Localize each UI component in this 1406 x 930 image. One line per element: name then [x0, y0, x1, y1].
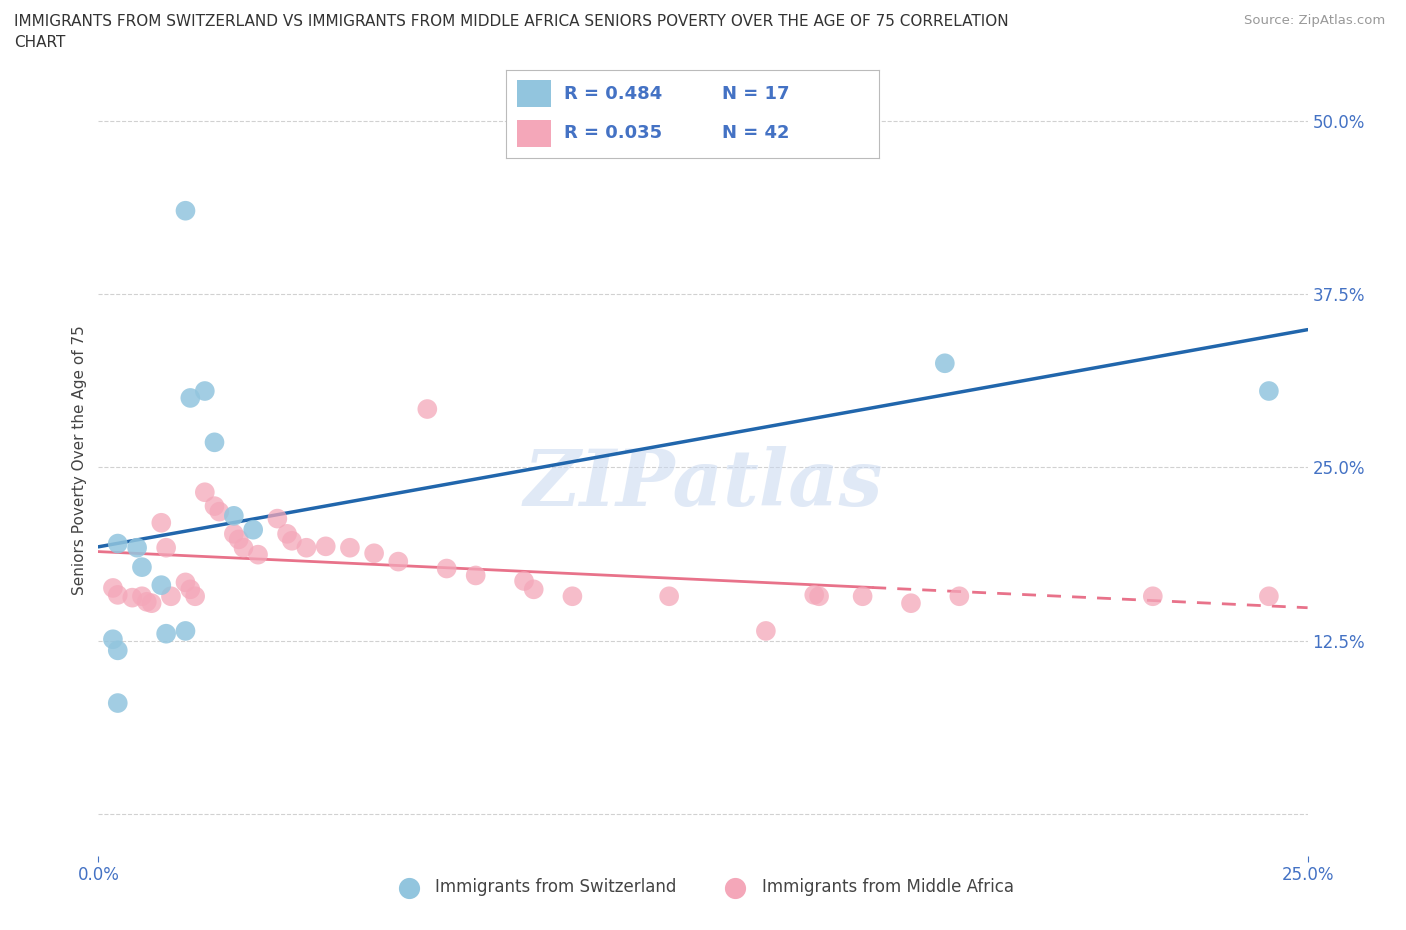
Point [276, 526, 298, 541]
Point [1257, 589, 1279, 604]
Point [160, 589, 183, 604]
Point [934, 356, 956, 371]
Point [900, 596, 922, 611]
Point [135, 594, 157, 609]
Point [436, 561, 458, 576]
Point [155, 626, 177, 641]
Point [204, 498, 226, 513]
Point [803, 588, 825, 603]
Point [150, 515, 173, 530]
Point [107, 643, 129, 658]
Point [101, 631, 124, 646]
Point [1142, 589, 1164, 604]
Point [387, 554, 409, 569]
Point [155, 540, 177, 555]
Point [131, 589, 153, 604]
Text: Source: ZipAtlas.com: Source: ZipAtlas.com [1244, 14, 1385, 27]
Point [174, 623, 197, 638]
Point [464, 568, 486, 583]
Point [174, 204, 197, 219]
Point [281, 533, 304, 548]
Point [852, 589, 875, 604]
Point [174, 575, 197, 590]
Text: ZIPatlas: ZIPatlas [523, 445, 883, 523]
Y-axis label: Seniors Poverty Over the Age of 75: Seniors Poverty Over the Age of 75 [72, 326, 87, 595]
Point [179, 391, 201, 405]
Point [141, 596, 163, 611]
Point [295, 540, 318, 555]
Point [755, 623, 778, 638]
Point [127, 540, 149, 555]
Point [107, 696, 129, 711]
FancyBboxPatch shape [517, 120, 551, 147]
Point [150, 578, 173, 592]
Text: N = 42: N = 42 [723, 125, 790, 142]
Point [247, 547, 270, 562]
Text: R = 0.484: R = 0.484 [564, 85, 662, 102]
Text: CHART: CHART [14, 35, 66, 50]
Point [222, 509, 245, 524]
Point [339, 540, 361, 555]
Point [266, 512, 288, 526]
Point [204, 435, 226, 450]
Point [222, 526, 245, 541]
Point [561, 589, 583, 604]
Point [131, 560, 153, 575]
Point [523, 582, 546, 597]
Point [242, 523, 264, 538]
Point [228, 532, 250, 547]
Point [513, 574, 536, 589]
Point [658, 589, 681, 604]
Point [194, 383, 217, 398]
Point [363, 546, 385, 561]
Text: N = 17: N = 17 [723, 85, 790, 102]
Legend: Immigrants from Switzerland, Immigrants from Middle Africa: Immigrants from Switzerland, Immigrants … [385, 871, 1021, 903]
Point [948, 589, 970, 604]
Point [179, 582, 201, 597]
Point [107, 536, 129, 551]
Point [194, 485, 217, 499]
Text: R = 0.035: R = 0.035 [564, 125, 662, 142]
Point [121, 591, 143, 605]
Point [208, 504, 231, 519]
Point [1257, 383, 1279, 398]
FancyBboxPatch shape [517, 80, 551, 107]
Point [184, 589, 207, 604]
Point [232, 540, 254, 555]
Text: IMMIGRANTS FROM SWITZERLAND VS IMMIGRANTS FROM MIDDLE AFRICA SENIORS POVERTY OVE: IMMIGRANTS FROM SWITZERLAND VS IMMIGRANT… [14, 14, 1008, 29]
Point [107, 588, 129, 603]
Point [808, 589, 831, 604]
Point [101, 580, 124, 595]
Point [416, 402, 439, 417]
Point [315, 538, 337, 553]
